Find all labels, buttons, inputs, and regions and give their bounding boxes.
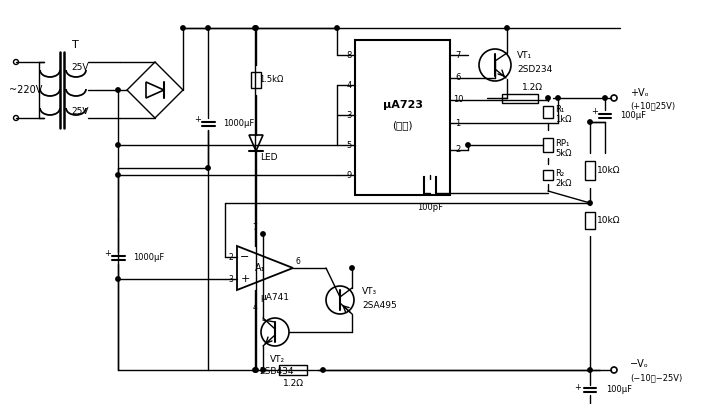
Text: LED: LED — [260, 154, 277, 162]
Text: T: T — [71, 40, 78, 50]
Text: 2: 2 — [455, 145, 461, 154]
Text: μA741: μA741 — [261, 293, 289, 303]
Text: +: + — [240, 274, 250, 284]
Circle shape — [321, 368, 325, 372]
Text: 1000μF: 1000μF — [223, 120, 254, 128]
Text: 100μF: 100μF — [620, 112, 646, 120]
Text: 100μF: 100μF — [606, 385, 632, 394]
Text: VT₃: VT₃ — [362, 288, 377, 297]
Text: 2SB434: 2SB434 — [260, 368, 294, 377]
Text: 5kΩ: 5kΩ — [555, 149, 572, 158]
Text: 25V: 25V — [71, 63, 89, 72]
Text: −: − — [240, 252, 250, 262]
Text: 1.2Ω: 1.2Ω — [282, 379, 304, 389]
Circle shape — [253, 368, 257, 372]
Text: A₁: A₁ — [255, 263, 265, 273]
Text: 3: 3 — [228, 276, 233, 284]
Text: 25V: 25V — [71, 107, 89, 116]
Bar — [251, 72, 261, 88]
Circle shape — [466, 143, 470, 147]
Text: 6: 6 — [455, 74, 461, 82]
Circle shape — [206, 26, 210, 30]
Circle shape — [116, 88, 120, 92]
Circle shape — [556, 96, 560, 100]
Text: 1kΩ: 1kΩ — [555, 116, 572, 124]
Text: 1000μF: 1000μF — [133, 253, 164, 263]
Text: RP₁: RP₁ — [555, 139, 570, 147]
Circle shape — [505, 26, 509, 30]
Circle shape — [116, 143, 120, 147]
Circle shape — [206, 166, 210, 170]
Circle shape — [261, 368, 265, 372]
Circle shape — [546, 96, 550, 100]
Text: 1: 1 — [455, 118, 461, 128]
Text: +: + — [592, 107, 598, 116]
Circle shape — [335, 26, 339, 30]
Text: 3: 3 — [346, 111, 351, 120]
Text: 2SD234: 2SD234 — [517, 65, 552, 74]
Bar — [355, 40, 450, 195]
Circle shape — [116, 277, 120, 281]
Text: 4: 4 — [346, 80, 351, 90]
Text: VT₂: VT₂ — [269, 356, 284, 364]
Bar — [585, 212, 595, 229]
Bar — [543, 138, 553, 152]
Text: 10kΩ: 10kΩ — [597, 166, 621, 175]
Text: 2: 2 — [228, 253, 233, 263]
Text: 7: 7 — [455, 50, 461, 59]
Text: 100pF: 100pF — [417, 202, 443, 212]
Text: 10kΩ: 10kΩ — [597, 216, 621, 225]
Circle shape — [254, 368, 258, 372]
Text: 6: 6 — [296, 257, 300, 265]
Text: R₂: R₂ — [555, 168, 564, 177]
Text: 10: 10 — [453, 95, 463, 105]
Text: VT₁: VT₁ — [517, 50, 532, 59]
Circle shape — [588, 120, 593, 124]
Circle shape — [254, 26, 258, 30]
Text: R₁: R₁ — [555, 105, 564, 114]
Bar — [543, 106, 553, 118]
Circle shape — [603, 96, 607, 100]
Circle shape — [181, 26, 185, 30]
Text: +: + — [575, 383, 582, 391]
Bar — [543, 170, 553, 180]
Text: +: + — [104, 248, 111, 257]
Circle shape — [116, 173, 120, 177]
Bar — [502, 93, 538, 103]
Text: (+10～25V): (+10～25V) — [630, 101, 675, 111]
Text: +Vₒ: +Vₒ — [630, 88, 649, 98]
Text: (−10～−25V): (−10～−25V) — [630, 374, 683, 383]
Text: μA723: μA723 — [382, 101, 423, 111]
Circle shape — [253, 26, 257, 30]
Circle shape — [261, 232, 265, 236]
Text: 1.2Ω: 1.2Ω — [522, 84, 543, 93]
Text: 1.5kΩ: 1.5kΩ — [259, 76, 284, 84]
Circle shape — [350, 266, 354, 270]
Bar — [585, 161, 595, 180]
Text: 7: 7 — [253, 223, 258, 232]
Text: ~220V: ~220V — [9, 85, 42, 95]
Text: −Vₒ: −Vₒ — [630, 359, 649, 369]
Text: (金封): (金封) — [392, 120, 413, 130]
Text: 2kΩ: 2kΩ — [555, 179, 572, 187]
Text: 8: 8 — [346, 50, 351, 59]
Text: 4: 4 — [253, 303, 258, 313]
Text: +: + — [194, 114, 201, 124]
Bar — [279, 365, 307, 375]
Circle shape — [588, 368, 593, 372]
Text: 5: 5 — [346, 141, 351, 149]
Text: 9: 9 — [346, 170, 351, 179]
Text: 2SA495: 2SA495 — [362, 301, 397, 309]
Circle shape — [588, 201, 593, 205]
